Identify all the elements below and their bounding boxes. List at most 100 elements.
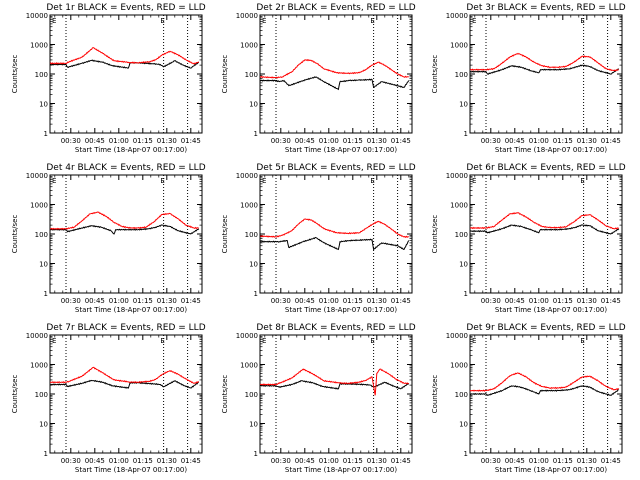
lld-series-line <box>259 59 409 79</box>
x-tick-label: 01:45 <box>391 137 411 145</box>
y-tick-label: 1000 <box>240 202 258 210</box>
plot-frame <box>469 14 623 134</box>
panel-title: Det 7r BLACK = Events, RED = LLD <box>46 323 205 333</box>
x-tick-label: 01:45 <box>181 137 201 145</box>
detector-panel: Det 3r BLACK = Events, RED = LLD 1 10 100 10… <box>431 3 626 154</box>
plot-frame <box>259 334 413 454</box>
lld-series-line <box>49 47 200 65</box>
detector-panel: Det 6r BLACK = Events, RED = LLD 1 10 100 10… <box>431 163 626 314</box>
x-tick-label: 00:30 <box>271 457 291 465</box>
x-tick-label: 01:30 <box>367 137 387 145</box>
y-tick-label: 1 <box>464 450 468 458</box>
x-axis-label: Start Time (18-Apr-07 00:17:00) <box>495 466 607 474</box>
y-tick-label: 10 <box>39 421 48 429</box>
flag-marker: E <box>472 177 476 185</box>
y-tick-label: 1 <box>44 290 48 298</box>
plot-frame <box>259 174 413 294</box>
events-series-line <box>469 64 619 75</box>
y-tick-label: 10 <box>249 261 258 269</box>
y-axis-label: Counts/sec <box>431 55 439 94</box>
y-axis-label: Counts/sec <box>11 55 19 94</box>
plot-frame <box>49 14 203 134</box>
y-tick-label: 10 <box>39 261 48 269</box>
x-axis-label: Start Time (18-Apr-07 00:17:00) <box>75 146 187 154</box>
x-tick-label: 00:30 <box>481 297 501 305</box>
y-tick-label: 100 <box>35 71 48 79</box>
flag-marker: E <box>262 337 266 345</box>
flag-marker: E <box>580 337 584 345</box>
flag-marker: E <box>262 17 266 25</box>
x-axis-label: Start Time (18-Apr-07 00:17:00) <box>75 306 187 314</box>
y-tick-label: 1000 <box>30 42 48 50</box>
x-tick-label: 00:45 <box>295 137 315 145</box>
y-tick-label: 1 <box>44 130 48 138</box>
y-tick-label: 10 <box>39 101 48 109</box>
y-tick-label: 100 <box>245 71 258 79</box>
x-tick-label: 01:15 <box>133 137 153 145</box>
plot-frame <box>49 334 203 454</box>
x-tick-label: 01:30 <box>157 457 177 465</box>
plot-frame <box>49 174 203 294</box>
y-tick-label: 10000 <box>26 332 48 340</box>
x-tick-label: 01:00 <box>319 297 339 305</box>
x-tick-label: 01:45 <box>601 137 621 145</box>
x-tick-label: 01:45 <box>181 457 201 465</box>
x-tick-label: 00:30 <box>61 137 81 145</box>
x-tick-label: 01:45 <box>601 457 621 465</box>
y-tick-label: 100 <box>455 391 468 399</box>
x-tick-label: 00:45 <box>505 297 525 305</box>
flag-marker: E <box>160 337 164 345</box>
y-tick-label: 10 <box>249 101 258 109</box>
y-tick-label: 100 <box>455 231 468 239</box>
flag-marker: E <box>160 17 164 25</box>
y-axis-label: Counts/sec <box>431 215 439 254</box>
lld-series-line <box>469 372 619 392</box>
panel-title: Det 3r BLACK = Events, RED = LLD <box>466 3 625 13</box>
y-tick-label: 10 <box>459 101 468 109</box>
x-tick-label: 01:30 <box>157 137 177 145</box>
y-tick-label: 1000 <box>240 362 258 370</box>
x-tick-label: 00:30 <box>481 137 501 145</box>
y-tick-label: 10 <box>459 261 468 269</box>
lld-series-line <box>50 366 199 384</box>
x-axis-label: Start Time (18-Apr-07 00:17:00) <box>75 466 187 474</box>
x-tick-label: 00:30 <box>271 297 291 305</box>
lld-series-line <box>259 218 409 239</box>
y-axis-label: Counts/sec <box>221 215 229 254</box>
x-tick-label: 01:00 <box>319 137 339 145</box>
y-axis-label: Counts/sec <box>221 55 229 94</box>
x-axis-label: Start Time (18-Apr-07 00:17:00) <box>285 466 397 474</box>
y-tick-label: 1 <box>464 290 468 298</box>
x-tick-label: 00:45 <box>85 297 105 305</box>
x-axis-label: Start Time (18-Apr-07 00:17:00) <box>495 306 607 314</box>
x-tick-label: 01:15 <box>133 297 153 305</box>
x-tick-label: 01:00 <box>529 137 549 145</box>
y-tick-label: 1 <box>254 290 258 298</box>
x-tick-label: 00:45 <box>505 137 525 145</box>
x-tick-label: 00:30 <box>61 297 81 305</box>
x-tick-label: 01:30 <box>367 297 387 305</box>
detector-panel: Det 9r BLACK = Events, RED = LLD 1 10 100 10… <box>431 323 626 474</box>
lld-series-line <box>259 368 410 396</box>
panel-title: Det 6r BLACK = Events, RED = LLD <box>466 163 625 173</box>
panel-title: Det 9r BLACK = Events, RED = LLD <box>466 323 625 333</box>
detector-panel: Det 7r BLACK = Events, RED = LLD 1 10 100 10… <box>11 323 206 474</box>
y-axis-label: Counts/sec <box>11 375 19 414</box>
x-tick-label: 01:30 <box>577 297 597 305</box>
flag-marker: E <box>580 177 584 185</box>
flag-marker: E <box>370 17 374 25</box>
panel-title: Det 2r BLACK = Events, RED = LLD <box>256 3 415 13</box>
panel-title: Det 5r BLACK = Events, RED = LLD <box>256 163 415 173</box>
flag-marker: E <box>160 177 164 185</box>
x-tick-label: 01:30 <box>157 297 177 305</box>
x-axis-label: Start Time (18-Apr-07 00:17:00) <box>285 306 397 314</box>
x-tick-label: 01:45 <box>391 297 411 305</box>
detector-panel: Det 8r BLACK = Events, RED = LLD 1 10 100 10… <box>221 323 416 474</box>
flag-marker: E <box>580 17 584 25</box>
lld-series-line <box>470 212 619 230</box>
y-tick-label: 10000 <box>236 172 258 180</box>
events-series-line <box>469 385 619 396</box>
x-tick-label: 00:30 <box>481 457 501 465</box>
y-tick-label: 100 <box>245 391 258 399</box>
panel-title: Det 4r BLACK = Events, RED = LLD <box>46 163 205 173</box>
